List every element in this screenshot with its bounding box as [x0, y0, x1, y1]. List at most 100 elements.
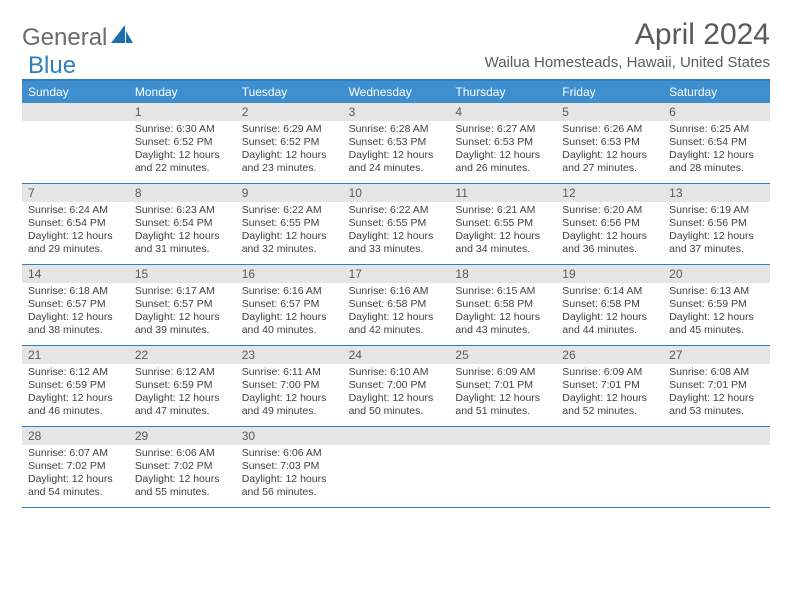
calendar-cell: 3Sunrise: 6:28 AMSunset: 6:53 PMDaylight… — [343, 103, 450, 183]
day-number: 19 — [556, 265, 663, 283]
sunrise-text: Sunrise: 6:16 AM — [349, 285, 444, 298]
day-info: Sunrise: 6:26 AMSunset: 6:53 PMDaylight:… — [556, 121, 663, 180]
daylight-text: Daylight: 12 hours and 24 minutes. — [349, 149, 444, 175]
calendar-cell: 13Sunrise: 6:19 AMSunset: 6:56 PMDayligh… — [663, 184, 770, 264]
day-number: 22 — [129, 346, 236, 364]
sunset-text: Sunset: 7:02 PM — [135, 460, 230, 473]
day-number: 3 — [343, 103, 450, 121]
sunset-text: Sunset: 7:01 PM — [455, 379, 550, 392]
day-info: Sunrise: 6:06 AMSunset: 7:02 PMDaylight:… — [129, 445, 236, 504]
sunset-text: Sunset: 6:58 PM — [562, 298, 657, 311]
day-info: Sunrise: 6:27 AMSunset: 6:53 PMDaylight:… — [449, 121, 556, 180]
daylight-text: Daylight: 12 hours and 46 minutes. — [28, 392, 123, 418]
sunset-text: Sunset: 6:59 PM — [669, 298, 764, 311]
daylight-text: Daylight: 12 hours and 26 minutes. — [455, 149, 550, 175]
calendar-cell — [663, 427, 770, 507]
calendar-week: 1Sunrise: 6:30 AMSunset: 6:52 PMDaylight… — [22, 103, 770, 184]
day-info: Sunrise: 6:16 AMSunset: 6:58 PMDaylight:… — [343, 283, 450, 342]
sunset-text: Sunset: 6:52 PM — [242, 136, 337, 149]
sunrise-text: Sunrise: 6:27 AM — [455, 123, 550, 136]
day-number: 16 — [236, 265, 343, 283]
sunset-text: Sunset: 6:54 PM — [669, 136, 764, 149]
dayhead-tue: Tuesday — [236, 81, 343, 103]
day-info: Sunrise: 6:13 AMSunset: 6:59 PMDaylight:… — [663, 283, 770, 342]
calendar-cell: 5Sunrise: 6:26 AMSunset: 6:53 PMDaylight… — [556, 103, 663, 183]
calendar-cell: 8Sunrise: 6:23 AMSunset: 6:54 PMDaylight… — [129, 184, 236, 264]
day-number: 25 — [449, 346, 556, 364]
sunset-text: Sunset: 6:58 PM — [455, 298, 550, 311]
sunrise-text: Sunrise: 6:12 AM — [28, 366, 123, 379]
logo-sub: Blue — [28, 52, 76, 80]
sunrise-text: Sunrise: 6:06 AM — [242, 447, 337, 460]
daylight-text: Daylight: 12 hours and 37 minutes. — [669, 230, 764, 256]
daylight-text: Daylight: 12 hours and 50 minutes. — [349, 392, 444, 418]
daylight-text: Daylight: 12 hours and 43 minutes. — [455, 311, 550, 337]
day-number: 4 — [449, 103, 556, 121]
calendar-week: 14Sunrise: 6:18 AMSunset: 6:57 PMDayligh… — [22, 265, 770, 346]
daylight-text: Daylight: 12 hours and 39 minutes. — [135, 311, 230, 337]
calendar-body: 1Sunrise: 6:30 AMSunset: 6:52 PMDaylight… — [22, 103, 770, 508]
calendar-cell — [449, 427, 556, 507]
sunrise-text: Sunrise: 6:22 AM — [349, 204, 444, 217]
sunset-text: Sunset: 6:58 PM — [349, 298, 444, 311]
sunset-text: Sunset: 6:55 PM — [455, 217, 550, 230]
sunrise-text: Sunrise: 6:16 AM — [242, 285, 337, 298]
daylight-text: Daylight: 12 hours and 53 minutes. — [669, 392, 764, 418]
day-info: Sunrise: 6:19 AMSunset: 6:56 PMDaylight:… — [663, 202, 770, 261]
day-info: Sunrise: 6:22 AMSunset: 6:55 PMDaylight:… — [343, 202, 450, 261]
sunset-text: Sunset: 7:01 PM — [562, 379, 657, 392]
daylight-text: Daylight: 12 hours and 32 minutes. — [242, 230, 337, 256]
day-info: Sunrise: 6:23 AMSunset: 6:54 PMDaylight:… — [129, 202, 236, 261]
sunrise-text: Sunrise: 6:13 AM — [669, 285, 764, 298]
sunrise-text: Sunrise: 6:08 AM — [669, 366, 764, 379]
day-number: 15 — [129, 265, 236, 283]
daylight-text: Daylight: 12 hours and 36 minutes. — [562, 230, 657, 256]
day-info: Sunrise: 6:09 AMSunset: 7:01 PMDaylight:… — [449, 364, 556, 423]
sunrise-text: Sunrise: 6:22 AM — [242, 204, 337, 217]
day-number — [663, 427, 770, 445]
calendar-cell: 29Sunrise: 6:06 AMSunset: 7:02 PMDayligh… — [129, 427, 236, 507]
calendar-cell: 10Sunrise: 6:22 AMSunset: 6:55 PMDayligh… — [343, 184, 450, 264]
sunset-text: Sunset: 7:02 PM — [28, 460, 123, 473]
daylight-text: Daylight: 12 hours and 49 minutes. — [242, 392, 337, 418]
calendar-cell: 16 Sunrise: 6:16 AMSunset: 6:57 PMDayligh… — [236, 265, 343, 345]
dayhead-mon: Monday — [129, 81, 236, 103]
sunrise-text: Sunrise: 6:07 AM — [28, 447, 123, 460]
calendar-week: 28Sunrise: 6:07 AMSunset: 7:02 PMDayligh… — [22, 427, 770, 508]
dayhead-sun: Sunday — [22, 81, 129, 103]
sunset-text: Sunset: 6:57 PM — [28, 298, 123, 311]
day-info: Sunrise: 6:15 AMSunset: 6:58 PMDaylight:… — [449, 283, 556, 342]
day-info: Sunrise: 6:28 AMSunset: 6:53 PMDaylight:… — [343, 121, 450, 180]
calendar-header-row: Sunday Monday Tuesday Wednesday Thursday… — [22, 81, 770, 103]
sunset-text: Sunset: 6:57 PM — [242, 298, 337, 311]
day-info: Sunrise: 6:22 AMSunset: 6:55 PMDaylight:… — [236, 202, 343, 261]
calendar-cell: 28Sunrise: 6:07 AMSunset: 7:02 PMDayligh… — [22, 427, 129, 507]
sunrise-text: Sunrise: 6:23 AM — [135, 204, 230, 217]
logo-text-1: General — [22, 24, 107, 52]
sunset-text: Sunset: 6:52 PM — [135, 136, 230, 149]
day-number — [22, 103, 129, 121]
sunrise-text: Sunrise: 6:19 AM — [669, 204, 764, 217]
sunset-text: Sunset: 7:00 PM — [242, 379, 337, 392]
sunrise-text: Sunrise: 6:30 AM — [135, 123, 230, 136]
day-number: 24 — [343, 346, 450, 364]
calendar-cell: 30Sunrise: 6:06 AMSunset: 7:03 PMDayligh… — [236, 427, 343, 507]
daylight-text: Daylight: 12 hours and 47 minutes. — [135, 392, 230, 418]
calendar-cell: 7Sunrise: 6:24 AMSunset: 6:54 PMDaylight… — [22, 184, 129, 264]
sunset-text: Sunset: 7:03 PM — [242, 460, 337, 473]
calendar-cell: 27Sunrise: 6:08 AMSunset: 7:01 PMDayligh… — [663, 346, 770, 426]
day-info: Sunrise: 6:25 AMSunset: 6:54 PMDaylight:… — [663, 121, 770, 180]
day-number: 10 — [343, 184, 450, 202]
calendar-cell — [556, 427, 663, 507]
sunrise-text: Sunrise: 6:17 AM — [135, 285, 230, 298]
day-number: 6 — [663, 103, 770, 121]
calendar-week: 21Sunrise: 6:12 AMSunset: 6:59 PMDayligh… — [22, 346, 770, 427]
day-number: 30 — [236, 427, 343, 445]
sunset-text: Sunset: 7:01 PM — [669, 379, 764, 392]
daylight-text: Daylight: 12 hours and 40 minutes. — [242, 311, 337, 337]
daylight-text: Daylight: 12 hours and 27 minutes. — [562, 149, 657, 175]
dayhead-sat: Saturday — [663, 81, 770, 103]
sunset-text: Sunset: 6:55 PM — [242, 217, 337, 230]
calendar-week: 7Sunrise: 6:24 AMSunset: 6:54 PMDaylight… — [22, 184, 770, 265]
calendar-cell: 20Sunrise: 6:13 AMSunset: 6:59 PMDayligh… — [663, 265, 770, 345]
